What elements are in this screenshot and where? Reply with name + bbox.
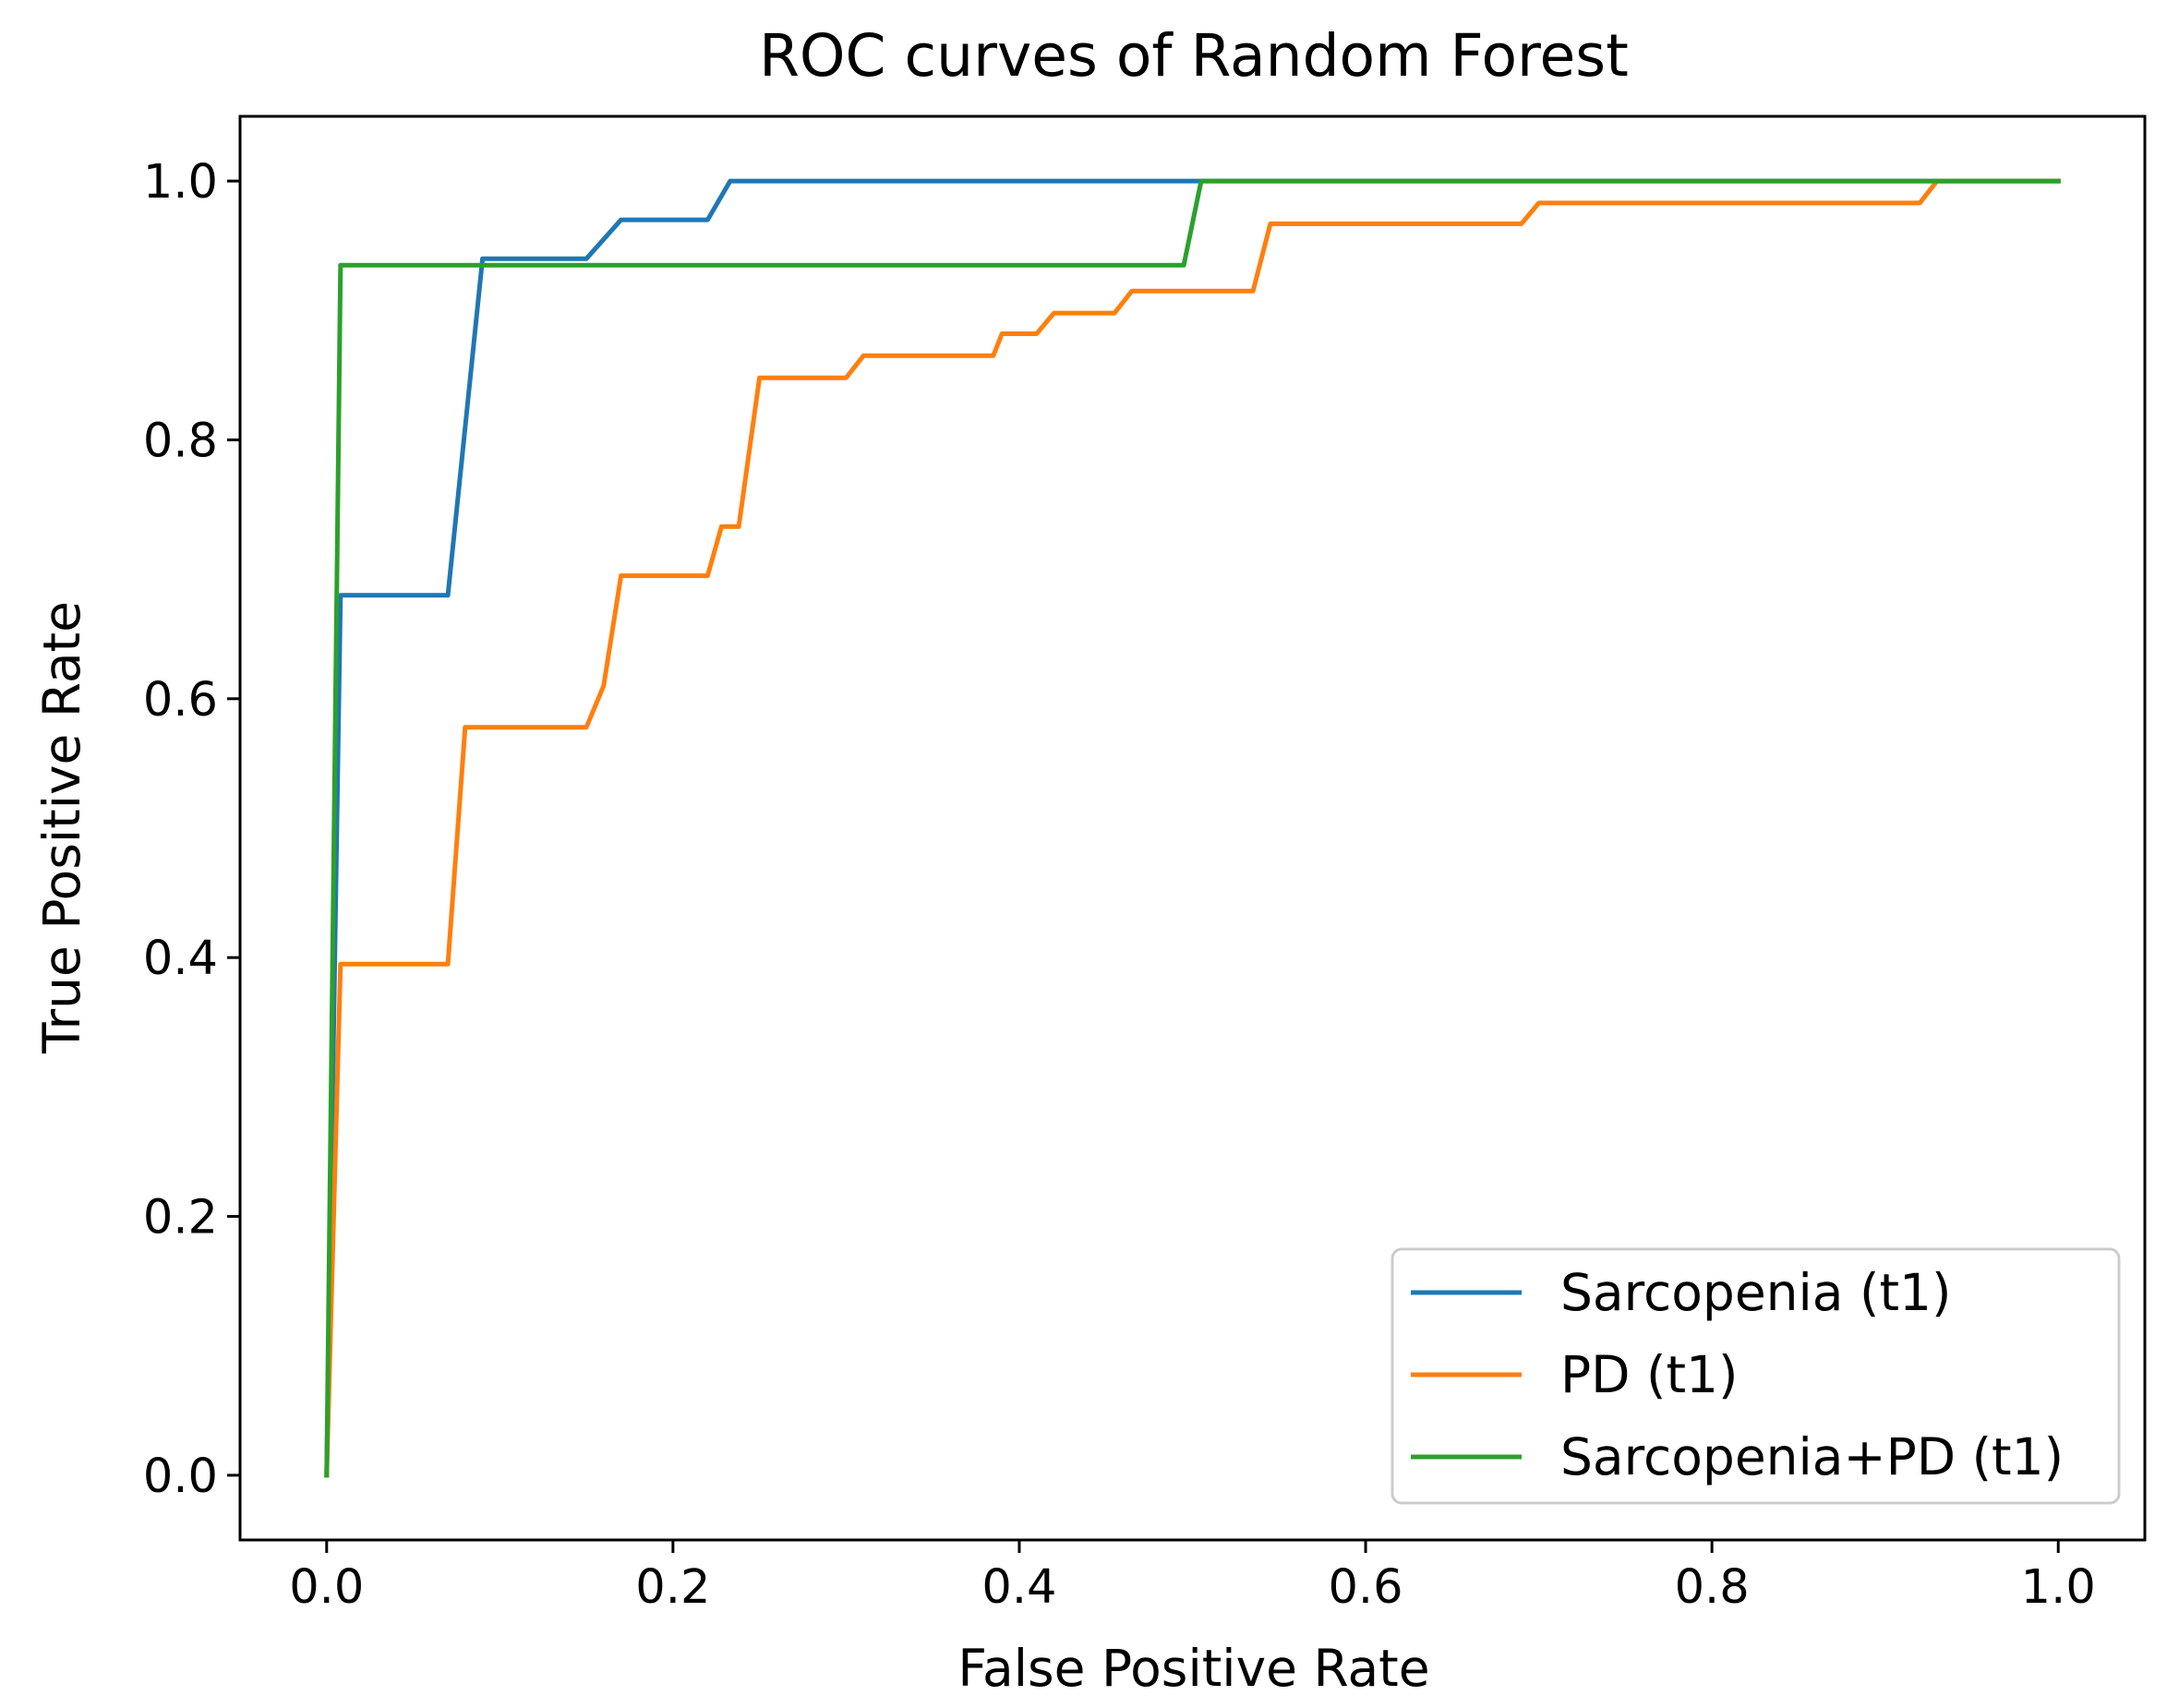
legend-label: Sarcopenia (t1): [1560, 1263, 1951, 1322]
y-tick-label: 1.0: [143, 155, 218, 210]
y-axis-ticks: 0.0 0.2 0.4 0.6 0.8 1.0: [143, 155, 240, 1504]
chart-title: ROC curves of Random Forest: [759, 22, 1629, 90]
x-tick-label: 0.4: [981, 1560, 1056, 1615]
x-tick-label: 1.0: [2021, 1560, 2096, 1615]
series-line-1: [324, 178, 2061, 1478]
legend: Sarcopenia (t1) PD (t1) Sarcopenia+PD (t1): [1390, 1247, 2121, 1505]
series-line-2: [324, 178, 2061, 1478]
legend-label: Sarcopenia+PD (t1): [1560, 1427, 2064, 1486]
y-tick-label: 0.4: [143, 932, 218, 986]
x-tick-label: 0.8: [1675, 1560, 1750, 1615]
legend-box: [1390, 1247, 2121, 1505]
legend-label: PD (t1): [1560, 1345, 1738, 1404]
x-axis-label: False Positive Rate: [957, 1639, 1429, 1698]
y-tick-label: 0.6: [143, 673, 218, 728]
y-tick-label: 0.0: [143, 1449, 218, 1504]
x-tick-label: 0.0: [289, 1560, 364, 1615]
series-line-3: [324, 178, 2061, 1478]
y-axis-label: True Positive Rate: [32, 601, 91, 1054]
x-tick-label: 0.2: [635, 1560, 710, 1615]
y-tick-label: 0.2: [143, 1191, 218, 1245]
x-axis-ticks: 0.0 0.2 0.4 0.6 0.8 1.0: [289, 1540, 2096, 1615]
axes-frame: [238, 114, 2147, 1542]
x-tick-label: 0.6: [1328, 1560, 1403, 1615]
y-tick-label: 0.8: [143, 414, 218, 468]
